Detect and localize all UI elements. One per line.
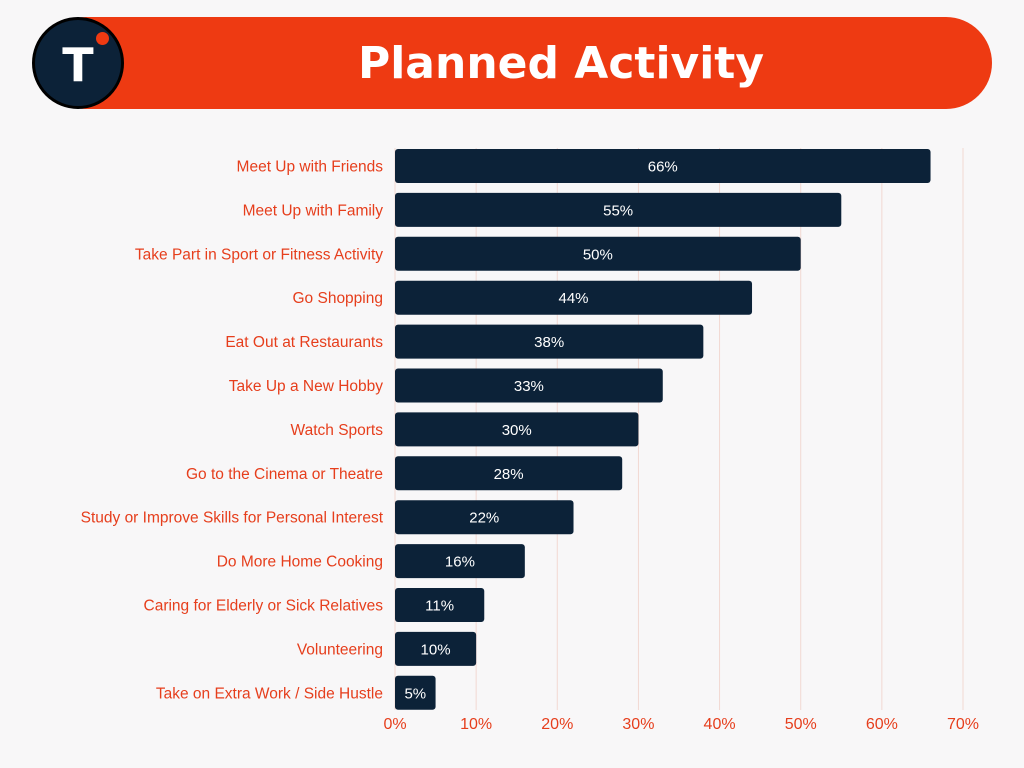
bar-value-label: 22% [469, 510, 499, 527]
category-label: Take on Extra Work / Side Hustle [156, 685, 383, 702]
bar-value-label: 33% [514, 378, 544, 395]
bar [395, 588, 485, 622]
title-banner: Planned Activity [40, 17, 992, 109]
bar-value-label: 5% [404, 685, 426, 702]
category-label: Study or Improve Skills for Personal Int… [81, 510, 384, 527]
logo-letter: T [62, 38, 94, 92]
page-title: Planned Activity [357, 37, 765, 89]
x-tick-label: 30% [622, 716, 654, 733]
bar-value-label: 10% [421, 641, 451, 658]
category-label: Go Shopping [293, 290, 384, 307]
bar [395, 280, 753, 315]
category-label: Take Part in Sport or Fitness Activity [135, 246, 383, 263]
category-label: Meet Up with Family [243, 202, 384, 219]
bar [395, 544, 525, 579]
logo-dot-icon [96, 32, 109, 45]
x-tick-label: 50% [785, 716, 817, 733]
bar-value-label: 50% [583, 246, 613, 263]
category-label: Eat Out at Restaurants [225, 334, 383, 351]
bar [395, 192, 842, 227]
bar [395, 149, 931, 183]
category-label: Volunteering [297, 641, 383, 658]
bar-value-label: 16% [445, 554, 475, 571]
x-tick-label: 0% [383, 716, 406, 733]
bar [395, 675, 436, 710]
category-label: Watch Sports [291, 422, 384, 439]
bar-value-label: 44% [558, 290, 588, 307]
bar-value-label: 38% [534, 334, 564, 351]
bar [395, 324, 704, 359]
bar-value-label: 28% [494, 466, 524, 483]
x-tick-label: 70% [947, 716, 979, 733]
x-tick-label: 10% [460, 716, 492, 733]
bar [395, 368, 663, 403]
category-label: Meet Up with Friends [237, 159, 384, 176]
bar [395, 631, 477, 666]
category-label: Do More Home Cooking [217, 554, 383, 571]
bar-value-label: 11% [425, 598, 454, 615]
category-label: Caring for Elderly or Sick Relatives [144, 598, 384, 615]
x-tick-label: 20% [541, 716, 573, 733]
bar-value-label: 66% [648, 159, 678, 176]
bar [395, 500, 574, 535]
bar [395, 412, 639, 447]
bar [395, 456, 623, 491]
brand-logo: T [32, 17, 124, 109]
category-label: Go to the Cinema or Theatre [186, 466, 383, 483]
bar-value-label: 55% [603, 202, 633, 219]
x-tick-label: 40% [704, 716, 736, 733]
x-tick-label: 60% [866, 716, 898, 733]
bar-value-label: 30% [502, 422, 532, 439]
category-label: Take Up a New Hobby [229, 378, 383, 395]
bar [395, 236, 801, 271]
